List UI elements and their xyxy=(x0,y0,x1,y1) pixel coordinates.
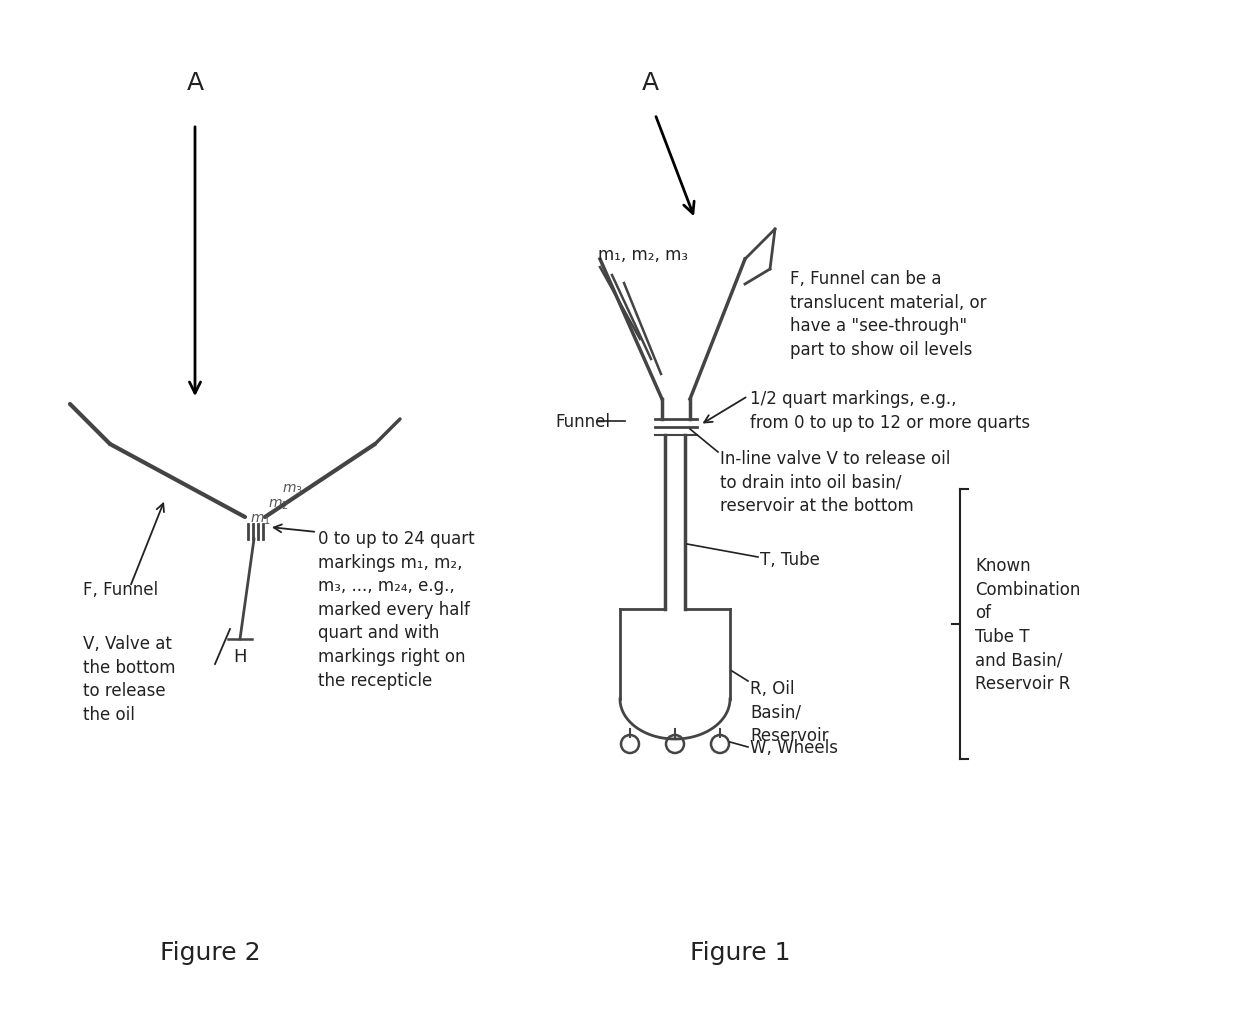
Text: F, Funnel can be a
translucent material, or
have a "see-through"
part to show oi: F, Funnel can be a translucent material,… xyxy=(790,270,987,359)
Text: Figure 2: Figure 2 xyxy=(160,941,260,964)
Text: A: A xyxy=(186,71,203,95)
Text: $m_1$: $m_1$ xyxy=(250,513,270,527)
Text: F, Funnel: F, Funnel xyxy=(83,581,159,598)
Text: A: A xyxy=(641,71,658,95)
Text: 1/2 quart markings, e.g.,
from 0 to up to 12 or more quarts: 1/2 quart markings, e.g., from 0 to up t… xyxy=(750,389,1030,431)
Text: 0 to up to 24 quart
markings m₁, m₂,
m₃, ..., m₂₄, e.g.,
marked every half
quart: 0 to up to 24 quart markings m₁, m₂, m₃,… xyxy=(317,530,475,689)
Text: W, Wheels: W, Wheels xyxy=(750,739,838,756)
Text: In-line valve V to release oil
to drain into oil basin/
reservoir at the bottom: In-line valve V to release oil to drain … xyxy=(720,449,950,515)
Text: $m_2$: $m_2$ xyxy=(268,497,289,512)
Text: T, Tube: T, Tube xyxy=(760,550,820,569)
Text: R, Oil
Basin/
Reservoir: R, Oil Basin/ Reservoir xyxy=(750,680,828,745)
Text: Figure 1: Figure 1 xyxy=(689,941,790,964)
Text: m₁, m₂, m₃: m₁, m₂, m₃ xyxy=(598,246,688,264)
Text: Known
Combination
of
Tube T
and Basin/
Reservoir R: Known Combination of Tube T and Basin/ R… xyxy=(975,556,1080,692)
Text: H: H xyxy=(233,647,247,665)
Text: Funnel: Funnel xyxy=(556,413,610,431)
Text: V, Valve at
the bottom
to release
the oil: V, Valve at the bottom to release the oi… xyxy=(83,635,176,723)
Text: $m_3$: $m_3$ xyxy=(281,482,303,496)
